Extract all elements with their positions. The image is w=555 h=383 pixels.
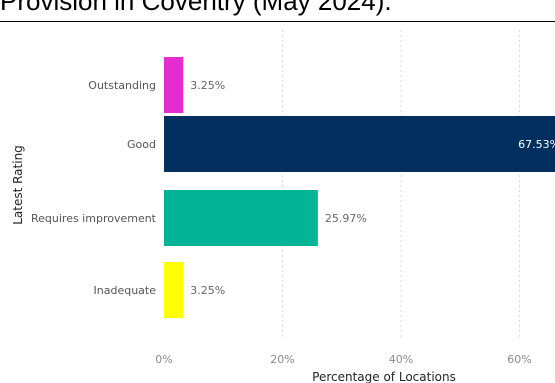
bar-outstanding — [164, 57, 184, 113]
y-tick-label: Requires improvement — [31, 212, 157, 225]
chart-title: Provision in Coventry (May 2024). — [0, 0, 392, 16]
x-tick-label: 60% — [507, 353, 531, 366]
x-axis-title: Percentage of Locations — [312, 370, 456, 383]
x-tick-label: 40% — [389, 353, 413, 366]
x-tick-label: 0% — [155, 353, 172, 366]
x-tick-label: 20% — [270, 353, 294, 366]
y-axis-title: Latest Rating — [11, 145, 25, 225]
bar-good — [164, 116, 555, 172]
bar-requires-improvement — [164, 190, 318, 246]
data-label: 3.25% — [190, 79, 225, 92]
data-label: 25.97% — [325, 212, 367, 225]
data-label: 3.25% — [190, 284, 225, 297]
y-tick-label: Inadequate — [94, 284, 157, 297]
title-divider — [0, 21, 555, 22]
data-label: 67.53% — [518, 138, 555, 151]
y-tick-label: Good — [127, 138, 156, 151]
bar-inadequate — [164, 262, 184, 318]
y-tick-label: Outstanding — [88, 79, 156, 92]
